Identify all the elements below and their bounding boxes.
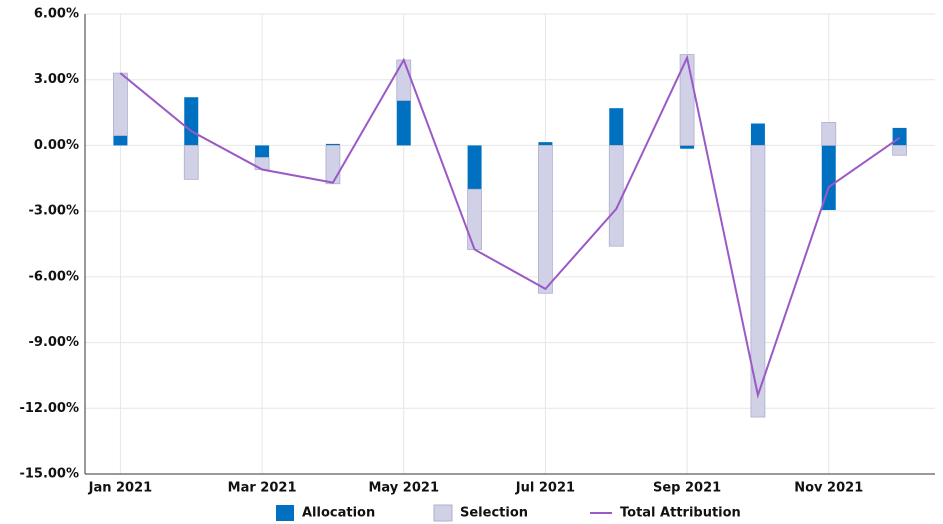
x-tick-label: Jan 2021 [88,481,153,496]
y-tick-label: 6.00% [34,7,79,22]
bar [750,145,766,418]
bar [821,122,837,146]
legend-swatch [433,504,453,522]
x-tick-label: Nov 2021 [794,481,863,496]
bar [113,72,128,136]
legend-label: Selection [460,506,528,521]
y-tick-label: -15.00% [19,467,79,482]
x-tick-label: May 2021 [369,481,440,496]
bar [396,100,411,146]
legend-label: Allocation [302,506,375,521]
y-tick-label: -3.00% [29,204,80,219]
legend-label: Total Attribution [620,506,741,521]
x-tick-label: Mar 2021 [228,481,297,496]
y-tick-label: -12.00% [19,401,79,416]
y-tick-label: 0.00% [34,138,79,153]
bar [892,145,907,156]
bar [538,142,553,146]
bar [892,127,907,146]
bar [750,123,765,146]
y-tick-label: 3.00% [34,72,79,87]
bar [113,135,128,146]
bar [609,108,624,146]
bar [184,97,199,146]
bar [325,143,340,146]
bar [467,145,482,190]
bar [325,145,341,185]
bar [680,145,695,149]
y-tick-label: -9.00% [29,335,80,350]
bar [467,188,482,250]
x-tick-label: Sep 2021 [653,481,721,496]
bar [821,145,836,211]
bar [538,145,553,294]
legend-swatch [276,505,294,521]
bar [608,145,624,247]
y-tick-label: -6.00% [29,269,80,284]
bar [396,59,412,101]
x-tick-label: Jul 2021 [515,481,575,496]
line [119,54,901,399]
bar [255,145,270,158]
bar [183,145,199,180]
